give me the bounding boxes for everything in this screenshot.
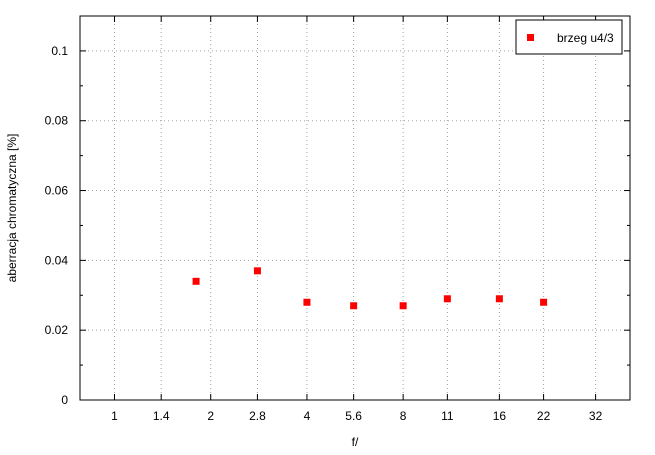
y-tick-label: 0.08 (45, 114, 69, 128)
y-tick-label: 0.06 (45, 184, 69, 198)
x-tick-label: 1 (111, 409, 118, 423)
plot-frame (79, 15, 631, 401)
y-axis-label: aberracja chromatyczna [%] (5, 134, 19, 283)
axes (79, 15, 631, 401)
data-point (443, 295, 451, 303)
data-point (399, 302, 407, 310)
data-point (350, 302, 358, 310)
legend-marker (527, 34, 534, 41)
legend-label: brzeg u4/3 (557, 31, 614, 45)
y-tick-label: 0.02 (45, 323, 69, 337)
x-tick-label: 22 (537, 409, 551, 423)
x-tick-label: 16 (493, 409, 507, 423)
tick-labels: 1 1.4 2 2.8 4 5.6 8 11 16 22 32 0 0.02 0.04 0.06 0.08 0.… (45, 44, 603, 423)
x-tick-label: 2 (207, 409, 214, 423)
data-point (303, 298, 311, 306)
x-tick-label: 8 (400, 409, 407, 423)
y-tick-label: 0.1 (51, 44, 68, 58)
data-point (253, 267, 261, 275)
x-axis-label: f/ (352, 435, 359, 449)
x-tick-label: 1.4 (153, 409, 170, 423)
legend: brzeg u4/3 (515, 19, 623, 55)
x-tick-label: 32 (589, 409, 603, 423)
data-point (192, 277, 200, 285)
y-tick-label: 0.04 (45, 253, 69, 267)
x-tick-label: 4 (304, 409, 311, 423)
data-point (495, 295, 503, 303)
data-point (540, 298, 548, 306)
grid (80, 16, 630, 400)
data-points (192, 267, 548, 310)
y-tick-label: 0 (61, 393, 68, 407)
x-tick-label: 11 (441, 409, 454, 423)
x-tick-label: 2.8 (249, 409, 266, 423)
x-tick-label: 5.6 (345, 409, 362, 423)
